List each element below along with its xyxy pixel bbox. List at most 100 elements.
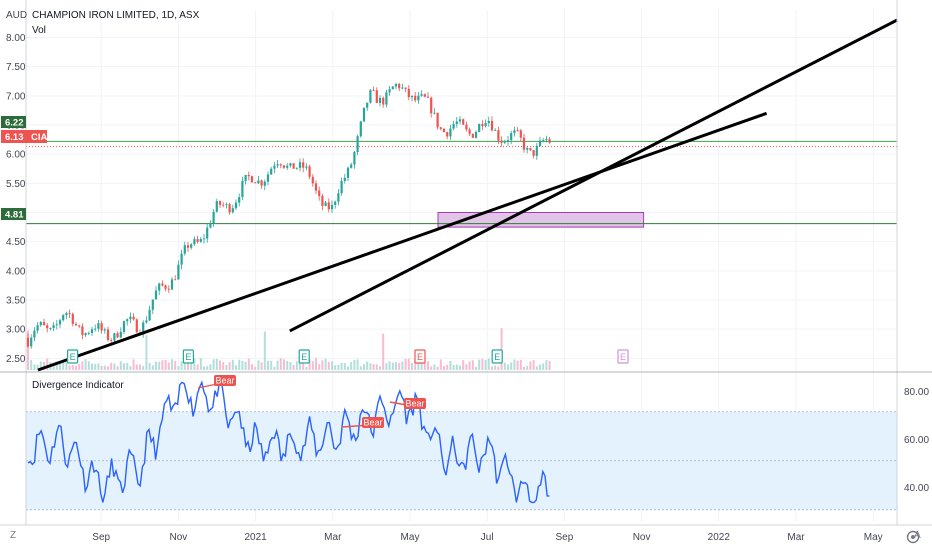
- candle-body: [388, 89, 391, 93]
- candle-body: [391, 86, 394, 90]
- chart-title: CHAMPION IRON LIMITED, 1D, ASX: [32, 10, 200, 21]
- candle-body: [212, 211, 215, 224]
- candle-body: [55, 324, 58, 326]
- volume-bar: [251, 364, 253, 370]
- volume-bar: [334, 365, 337, 370]
- earnings-marker-box: [66, 349, 79, 364]
- volume-bar: [155, 361, 157, 370]
- settings-gear-icon[interactable]: [906, 530, 920, 544]
- price-axis-tick: 4.50: [6, 237, 26, 248]
- candle-body: [231, 208, 234, 213]
- volume-bar: [196, 364, 199, 370]
- volume-bar: [87, 361, 90, 370]
- volume-bar: [452, 365, 455, 370]
- candle-body: [484, 123, 487, 127]
- volume-bar: [356, 359, 359, 370]
- volume-bar: [187, 358, 189, 370]
- candle-body: [548, 139, 551, 143]
- earnings-marker-letter: E: [620, 352, 626, 362]
- volume-bar: [212, 359, 215, 370]
- horizontal-levels: [26, 140, 897, 225]
- candle-body: [497, 130, 500, 141]
- volume-bar: [324, 358, 327, 370]
- candle-body: [52, 325, 55, 329]
- candle-body: [321, 196, 324, 206]
- volume-bar: [228, 362, 231, 370]
- volume-bar: [433, 364, 436, 370]
- candle-body: [529, 148, 532, 151]
- volume-bar: [327, 361, 330, 370]
- candle-body: [183, 245, 186, 254]
- indicator-tick-80: 80.00: [904, 387, 929, 398]
- volume-bar: [151, 365, 154, 370]
- candle-body: [266, 174, 270, 182]
- volume-bar: [369, 363, 372, 370]
- candle-body: [122, 321, 126, 332]
- volume-bar: [190, 361, 193, 370]
- candle-body: [250, 176, 254, 183]
- volume-bar: [183, 360, 186, 370]
- candle-body: [196, 239, 199, 242]
- volume-bar: [36, 364, 39, 370]
- volume-bar: [503, 362, 506, 370]
- candle-body: [542, 140, 545, 141]
- candle-body: [81, 326, 84, 336]
- volume-bar: [27, 330, 29, 370]
- candle-body: [74, 323, 78, 326]
- volume-bar: [132, 359, 135, 370]
- volume-bar: [321, 360, 324, 370]
- volume-bar: [510, 362, 513, 370]
- time-axis-tick: Jul: [481, 532, 494, 543]
- volume-bar: [103, 365, 106, 370]
- candle-body: [151, 299, 154, 310]
- volume-bar: [225, 364, 228, 370]
- time-axis-tick: May: [864, 532, 883, 543]
- candle-body: [154, 290, 158, 300]
- volume-bar: [139, 364, 141, 370]
- candle-body: [228, 204, 231, 213]
- time-axis-tick: Sep: [92, 532, 110, 543]
- candle-body: [346, 167, 350, 178]
- bear-label: Bear: [404, 398, 426, 409]
- candle-body: [516, 130, 519, 132]
- candle-body: [513, 130, 516, 133]
- earnings-marker-letter: E: [185, 352, 191, 362]
- candle-body: [353, 152, 356, 165]
- upper-line-badge: 6.22: [1, 116, 26, 129]
- candle-body: [65, 313, 68, 315]
- volume-bar: [199, 358, 202, 370]
- price-axis-tick: 4.00: [6, 266, 26, 277]
- volume-bar: [526, 365, 529, 370]
- auto-scale-button[interactable]: A: [914, 530, 921, 541]
- candle-body: [206, 227, 209, 239]
- candle-body: [158, 283, 161, 291]
- divergence-indicator-pane: [26, 380, 897, 511]
- candle-body: [340, 181, 343, 194]
- candle-body: [180, 253, 183, 265]
- price-axis-tick: 2.50: [6, 354, 26, 365]
- candle-body: [401, 87, 404, 89]
- volume-bar: [244, 361, 247, 370]
- volume-bar: [423, 363, 426, 370]
- volume-bar: [516, 360, 519, 370]
- svg-text:6.13: 6.13: [5, 132, 24, 143]
- price-axis-tick: 3.00: [6, 325, 26, 336]
- candle-body: [343, 177, 346, 182]
- zoom-button[interactable]: Z: [10, 530, 16, 541]
- time-axis-tick: Mar: [787, 532, 805, 543]
- candle-body: [279, 164, 282, 166]
- volume-bar: [283, 359, 285, 370]
- volume-bar: [484, 360, 487, 370]
- volume-bar: [439, 359, 442, 370]
- trendlines[interactable]: [37, 18, 898, 372]
- volume-bar: [417, 358, 420, 370]
- volume-label: Vol: [32, 25, 46, 36]
- volume-bar: [388, 361, 391, 370]
- volume-bar: [171, 359, 173, 370]
- volume-bar: [299, 361, 301, 370]
- candle-body: [535, 145, 538, 156]
- indicator-title: Divergence Indicator: [32, 380, 124, 391]
- time-axis-tick: Nov: [633, 532, 651, 543]
